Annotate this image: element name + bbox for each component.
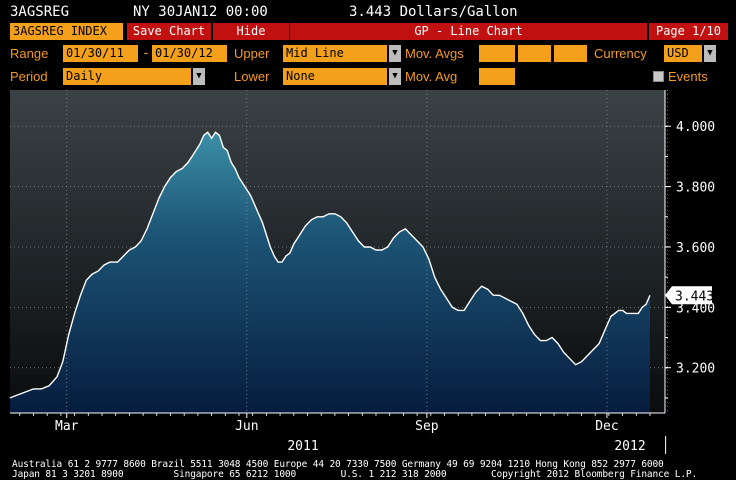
index-field-text: 3AGSREG INDEX xyxy=(13,24,107,38)
controls-row-1: Range 01/30/11 - 01/30/12 Upper Mid Line… xyxy=(0,45,736,63)
x-tick-label: Mar xyxy=(55,419,79,434)
footer-line-1: Australia 61 2 9777 8600 Brazil 5511 304… xyxy=(12,459,664,470)
header-bar: 3AGSREG NY 30JAN12 00:00 3.443 Dollars/G… xyxy=(0,3,736,21)
range-separator: - xyxy=(142,46,150,61)
price-text: 3.443 Dollars/Gallon xyxy=(349,4,518,20)
chart-title-bar: GP - Line Chart xyxy=(290,23,647,40)
x-tick-label: Sep xyxy=(415,419,439,434)
events-label: Events xyxy=(668,69,708,84)
chevron-down-icon[interactable]: ▼ xyxy=(389,45,401,62)
mov-avgs-label: Mov. Avgs xyxy=(405,46,464,61)
ticker-label: 3AGSREG xyxy=(10,4,70,20)
year-label-2012: 2012 xyxy=(614,439,645,454)
y-tick-label: 3.600 xyxy=(676,241,715,256)
upper-select-value: Mid Line xyxy=(286,46,344,60)
events-checkbox[interactable] xyxy=(653,71,664,82)
page-indicator[interactable]: Page 1/10 xyxy=(649,23,728,40)
year-label-2011: 2011 xyxy=(287,439,318,454)
x-tick-label: Jun xyxy=(235,419,258,434)
location-time: NY 30JAN12 00:00 xyxy=(133,4,268,20)
period-select[interactable]: Daily ▼ xyxy=(63,68,205,85)
period-label: Period xyxy=(10,69,48,84)
chevron-down-icon[interactable]: ▼ xyxy=(193,68,205,85)
upper-label: Upper xyxy=(234,46,270,61)
y-tick-label: 3.400 xyxy=(676,301,715,316)
y-tick-label: 3.800 xyxy=(676,181,715,196)
toolbar: 3AGSREG INDEX Save Chart Hide GP - Line … xyxy=(0,23,736,40)
footer-line-2: Japan 81 3 3201 8900 Singapore 65 6212 1… xyxy=(12,469,698,480)
axis-ticks xyxy=(10,90,671,454)
lower-select-value: None xyxy=(286,69,315,83)
last-value-badge xyxy=(665,286,712,305)
range-start-field[interactable]: 01/30/11 xyxy=(63,45,138,62)
currency-label: Currency xyxy=(594,46,647,61)
save-chart-button[interactable]: Save Chart xyxy=(127,23,211,40)
mov-avg-field-3[interactable] xyxy=(554,45,587,62)
price-area xyxy=(10,132,650,414)
range-label: Range xyxy=(10,46,49,61)
chevron-down-icon[interactable]: ▼ xyxy=(704,45,716,62)
line-chart: 4.000 3.800 3.600 3.400 3.200 Mar Jun Sep Dec 201… xyxy=(9,90,715,454)
controls-row-2: Period Daily ▼ Lower None ▼ Mov. Avg Eve… xyxy=(0,68,736,86)
last-value-label: 3.443 xyxy=(675,289,714,304)
x-tick-label: Dec xyxy=(595,419,618,434)
lower-label: Lower xyxy=(234,69,270,84)
mov-avg-field-2[interactable] xyxy=(518,45,551,62)
upper-select[interactable]: Mid Line ▼ xyxy=(283,45,401,62)
index-field[interactable]: 3AGSREG INDEX xyxy=(10,23,123,40)
currency-select-value: USD xyxy=(667,46,689,60)
period-select-value: Daily xyxy=(66,69,103,83)
axis-labels: 4.000 3.800 3.600 3.400 3.200 Mar Jun Sep Dec 201… xyxy=(55,120,715,454)
mov-avg-field-1[interactable] xyxy=(479,45,515,62)
chevron-down-icon[interactable]: ▼ xyxy=(389,68,401,85)
currency-select[interactable]: USD ▼ xyxy=(664,45,716,62)
hide-button[interactable]: Hide xyxy=(213,23,289,40)
price-line xyxy=(9,131,651,399)
y-tick-label: 3.200 xyxy=(676,362,715,377)
range-end-field[interactable]: 01/30/12 xyxy=(152,45,227,62)
mov-avg-field[interactable] xyxy=(479,68,515,85)
lower-select[interactable]: None ▼ xyxy=(283,68,401,85)
y-tick-label: 4.000 xyxy=(676,120,715,135)
mov-avg-label: Mov. Avg xyxy=(405,69,458,84)
